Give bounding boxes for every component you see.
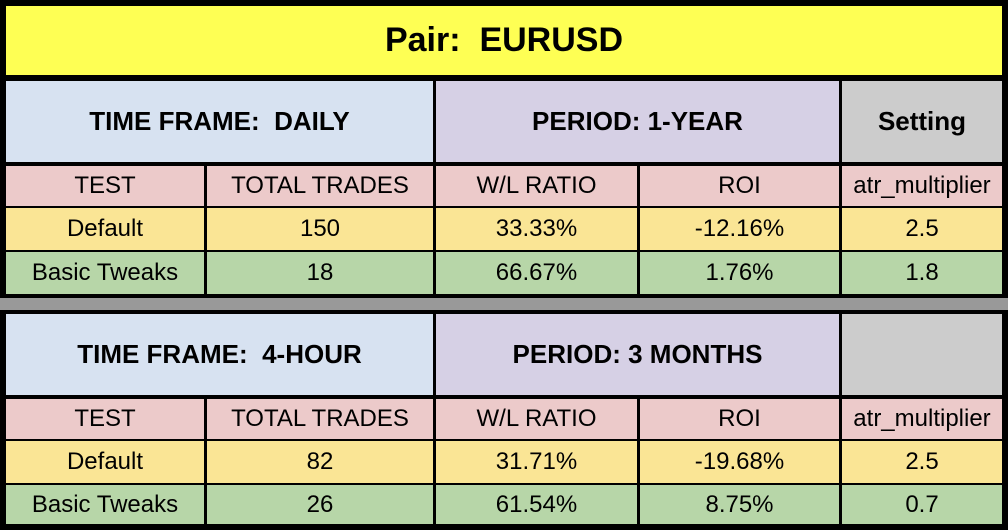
cell-atr-multiplier: 2.5 [842,208,1002,250]
table-row-daily-default: Default 150 33.33% -12.16% 2.5 [6,208,1002,250]
column-header-total-trades: TOTAL TRADES [207,166,433,206]
setting-header-empty [842,314,1002,395]
cell-roi: 8.75% [640,485,839,524]
cell-total-trades: 150 [207,208,433,250]
cell-test: Default [6,208,204,250]
timeframe-header-daily: TIME FRAME: DAILY [6,81,433,162]
table-row-daily-basic-tweaks: Basic Tweaks 18 66.67% 1.76% 1.8 [6,252,1002,294]
section-daily-header-row: TIME FRAME: DAILY PERIOD: 1-YEAR Setting [6,81,1002,162]
timeframe-header-4-hour: TIME FRAME: 4-HOUR [6,314,433,395]
cell-roi: -19.68% [640,441,839,483]
pair-title: Pair: EURUSD [6,6,1002,75]
cell-wl-ratio: 61.54% [436,485,637,524]
period-header-1-year: PERIOD: 1-YEAR [436,81,839,162]
section-4hour-column-headers: TEST TOTAL TRADES W/L RATIO ROI atr_mult… [6,399,1002,439]
column-header-roi: ROI [640,166,839,206]
table-row-4hour-default: Default 82 31.71% -19.68% 2.5 [6,441,1002,483]
cell-test: Default [6,441,204,483]
column-header-wl-ratio: W/L RATIO [436,166,637,206]
column-header-test: TEST [6,166,204,206]
setting-header: Setting [842,81,1002,162]
cell-roi: 1.76% [640,252,839,294]
table-row-4hour-basic-tweaks: Basic Tweaks 26 61.54% 8.75% 0.7 [6,485,1002,524]
cell-total-trades: 26 [207,485,433,524]
cell-total-trades: 82 [207,441,433,483]
column-header-test: TEST [6,399,204,439]
cell-atr-multiplier: 1.8 [842,252,1002,294]
cell-wl-ratio: 66.67% [436,252,637,294]
column-header-total-trades: TOTAL TRADES [207,399,433,439]
cell-test: Basic Tweaks [6,252,204,294]
section-divider [0,296,1008,312]
column-header-atr-multiplier: atr_multiplier [842,166,1002,206]
column-header-roi: ROI [640,399,839,439]
section-daily-column-headers: TEST TOTAL TRADES W/L RATIO ROI atr_mult… [6,166,1002,206]
column-header-wl-ratio: W/L RATIO [436,399,637,439]
cell-atr-multiplier: 0.7 [842,485,1002,524]
cell-wl-ratio: 31.71% [436,441,637,483]
cell-atr-multiplier: 2.5 [842,441,1002,483]
period-header-3-months: PERIOD: 3 MONTHS [436,314,839,395]
cell-wl-ratio: 33.33% [436,208,637,250]
cell-roi: -12.16% [640,208,839,250]
cell-test: Basic Tweaks [6,485,204,524]
cell-total-trades: 18 [207,252,433,294]
column-header-atr-multiplier: atr_multiplier [842,399,1002,439]
section-4hour-header-row: TIME FRAME: 4-HOUR PERIOD: 3 MONTHS [6,314,1002,395]
